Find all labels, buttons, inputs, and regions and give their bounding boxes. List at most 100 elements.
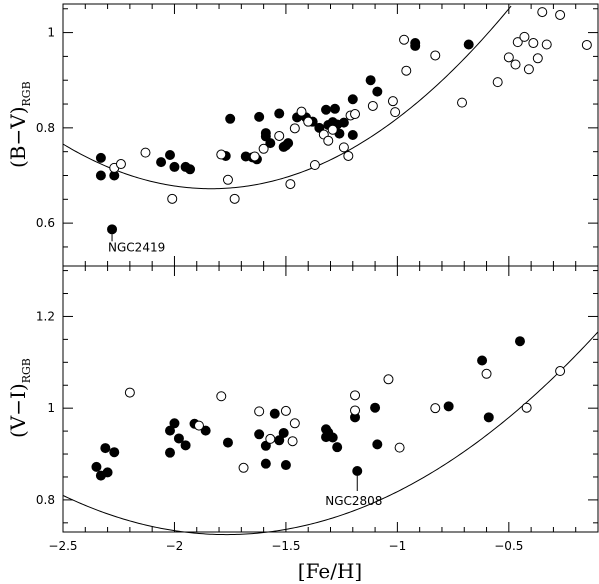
bot-fit-curve	[62, 331, 599, 536]
top-filled-point	[156, 157, 167, 168]
bot-filled-point	[222, 437, 233, 448]
bot-filled-point	[327, 432, 338, 443]
bot-filled-point	[165, 447, 175, 458]
top-filled-point	[463, 39, 474, 50]
bot-open-point	[430, 403, 441, 414]
top-filled-point	[225, 113, 236, 124]
bot-open-point	[350, 390, 361, 401]
bot-filled-point	[109, 447, 120, 458]
top-filled-point	[165, 150, 175, 161]
top-open-point	[537, 7, 548, 18]
bot-filled-point	[370, 402, 381, 413]
x-axis-label: [Fe/H]	[298, 559, 362, 583]
bottom-panel: −2.5 −2 −1.5 −1 −0.5 0.8 1 1.2 NGC2808 (V−I)RGB…	[6, 265, 599, 583]
bot-x-tick-label: −1.5	[271, 539, 300, 553]
top-open-point	[399, 34, 410, 45]
top-open-point	[327, 124, 338, 135]
top-fit-curve	[62, 5, 512, 190]
bottom-points	[91, 336, 566, 481]
top-open-point	[249, 151, 260, 162]
bot-filled-point	[352, 466, 363, 476]
top-annotation-label: NGC2419	[108, 240, 165, 254]
top-open-point	[528, 38, 539, 49]
bottom-fit-group	[62, 331, 599, 536]
bot-filled-point	[180, 440, 191, 451]
bot-filled-point	[443, 401, 454, 412]
bot-open-point	[287, 436, 298, 447]
top-filled-point	[329, 103, 340, 114]
top-open-point	[390, 107, 401, 118]
top-open-point	[338, 142, 349, 153]
top-open-point	[323, 135, 334, 146]
top-open-point	[309, 160, 320, 171]
top-open-point	[503, 52, 514, 63]
top-filled-point	[95, 170, 106, 181]
bot-filled-point	[173, 433, 184, 444]
top-filled-point	[410, 40, 421, 51]
bot-filled-point	[514, 336, 525, 347]
bot-filled-point	[372, 439, 383, 450]
bot-open-point	[394, 442, 405, 453]
top-open-point	[229, 193, 240, 204]
bot-filled-point	[260, 458, 271, 469]
bottom-plot-frame	[62, 265, 599, 533]
bot-filled-point	[169, 418, 180, 429]
top-filled-point	[265, 138, 276, 149]
bottom-annotation-group: NGC2808	[325, 476, 382, 508]
bot-open-point	[481, 368, 492, 379]
top-open-point	[258, 143, 269, 154]
top-open-point	[532, 53, 543, 64]
bot-y-tick-label: 1	[47, 401, 55, 415]
top-open-point	[274, 130, 285, 141]
bot-filled-point	[91, 461, 102, 472]
bot-y-tick-label: 1.2	[36, 309, 55, 323]
top-open-point	[222, 174, 233, 185]
top-open-point	[457, 97, 468, 108]
top-open-point	[167, 193, 178, 204]
bot-open-point	[383, 374, 394, 385]
top-open-point	[303, 116, 314, 127]
bot-open-point	[216, 391, 227, 402]
top-open-point	[523, 64, 534, 75]
top-open-point	[115, 159, 126, 170]
bot-open-point	[124, 387, 135, 398]
top-open-point	[343, 150, 354, 161]
top-filled-point	[321, 104, 332, 115]
top-filled-point	[372, 86, 383, 97]
top-open-point	[519, 31, 530, 42]
bot-open-point	[265, 433, 276, 444]
top-filled-point	[347, 94, 358, 105]
top-y-tick-label: 0.8	[36, 121, 55, 135]
bot-open-point	[350, 405, 361, 416]
top-points	[95, 7, 592, 235]
bot-filled-point	[477, 355, 488, 366]
bot-filled-point	[280, 460, 291, 471]
bot-filled-point	[483, 412, 494, 423]
bot-x-tick-label: −1	[389, 539, 407, 553]
top-open-point	[350, 109, 361, 120]
top-filled-point	[185, 164, 196, 175]
top-y-tick-label: 0.6	[36, 216, 55, 230]
bot-x-tick-label: −0.5	[494, 539, 523, 553]
top-filled-point	[347, 130, 358, 140]
bottom-y-axis-label: (V−I)RGB	[6, 358, 33, 438]
top-annotation-group: NGC2419	[108, 234, 165, 254]
bot-filled-point	[102, 467, 113, 478]
top-filled-point	[95, 152, 106, 163]
top-open-point	[492, 77, 503, 88]
top-filled-point	[274, 108, 285, 119]
bot-open-point	[280, 405, 291, 416]
top-ticks: 0.6 0.8 1	[36, 4, 599, 266]
bot-y-tick-label: 0.8	[36, 493, 55, 507]
bot-filled-point	[269, 408, 280, 419]
bot-open-point	[238, 462, 249, 473]
top-panel: 0.6 0.8 1 NGC2419 (B−V)RGB	[6, 3, 599, 267]
bot-filled-point	[200, 425, 211, 436]
top-filled-point	[338, 117, 349, 128]
top-open-point	[581, 39, 592, 50]
top-open-point	[401, 65, 412, 76]
top-filled-point	[365, 75, 376, 86]
top-open-point	[541, 39, 552, 50]
bot-filled-point	[165, 425, 175, 436]
